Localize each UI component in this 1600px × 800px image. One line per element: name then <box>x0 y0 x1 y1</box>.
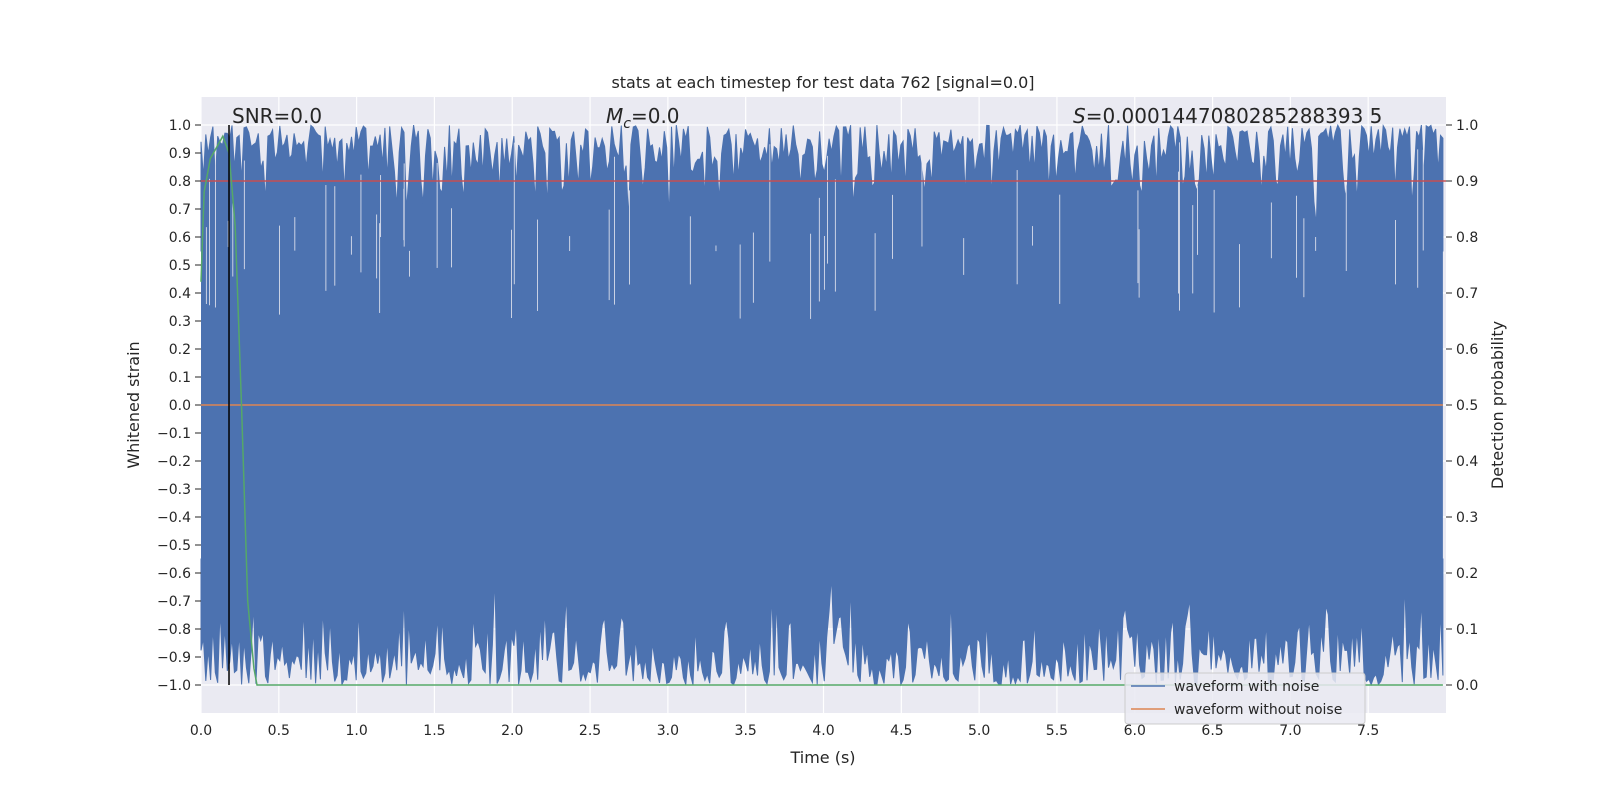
y-tick-label: −0.6 <box>157 566 191 582</box>
x-tick-label: 6.5 <box>1201 723 1223 739</box>
y2-tick-label: 0.7 <box>1456 286 1478 302</box>
axis-ticks: 0.0 0.5 1.0 1.5 2.0 2.5 3.0 3.5 4.0 4.5 5.0 5.5 6.0 6… <box>157 118 1478 739</box>
x-axis-label: Time (s) <box>789 748 855 767</box>
chirp-mass-symbol: M <box>606 104 623 128</box>
y-axis-label: Whitened strain <box>124 341 143 468</box>
y-tick-label: 0.2 <box>169 342 191 358</box>
x-tick-label: 7.5 <box>1357 723 1379 739</box>
y2-tick-label: 0.0 <box>1456 678 1478 694</box>
x-tick-label: 4.0 <box>812 723 834 739</box>
chart-title: stats at each timestep for test data 762… <box>611 73 1034 92</box>
chirp-mass-subscript: c <box>623 116 631 132</box>
legend: waveform with noise waveform without noi… <box>1124 672 1366 725</box>
noise-lower-envelope <box>200 558 1444 687</box>
y-tick-label: 0.4 <box>169 286 191 302</box>
y-tick-label: 0.7 <box>169 202 191 218</box>
noise-upper-envelope <box>200 123 1444 252</box>
series-detection-probability <box>200 134 1443 686</box>
y-tick-label: −0.5 <box>157 538 191 554</box>
y2-tick-label: 0.2 <box>1456 566 1478 582</box>
s-symbol: S <box>1073 104 1086 128</box>
legend-box <box>1124 672 1366 725</box>
y-tick-label: 0.6 <box>169 230 191 246</box>
x-tick-label: 2.0 <box>501 723 523 739</box>
y2-tick-label: 0.6 <box>1456 342 1478 358</box>
y-tick-label: 0.5 <box>169 258 191 274</box>
y2-tick-label: 0.8 <box>1456 230 1478 246</box>
chirp-mass-value: =0.0 <box>631 104 680 128</box>
y-tick-label: −0.8 <box>157 622 191 638</box>
y-tick-label: 0.0 <box>169 398 191 414</box>
y2-axis-label: Detection probability <box>1488 321 1507 489</box>
x-tick-label: 5.0 <box>968 723 990 739</box>
x-tick-label: 0.0 <box>190 723 212 739</box>
x-tick-label: 1.0 <box>345 723 367 739</box>
legend-label-with-noise: waveform with noise <box>1174 679 1319 695</box>
x-tick-label: 3.0 <box>657 723 679 739</box>
x-tick-label: 2.5 <box>579 723 601 739</box>
y-tick-label: −0.2 <box>157 454 191 470</box>
y2-tick-label: 0.5 <box>1456 398 1478 414</box>
y-tick-label: 0.3 <box>169 314 191 330</box>
x-tick-label: 4.5 <box>890 723 912 739</box>
x-tick-label: 6.0 <box>1124 723 1146 739</box>
x-tick-label: 1.5 <box>423 723 445 739</box>
y-tick-label: −0.1 <box>157 426 191 442</box>
y2-tick-label: 0.1 <box>1456 622 1478 638</box>
chirp-mass-annotation: Mc=0.0 <box>606 104 680 132</box>
s-annotation: S=0.0001447080285288393 5 <box>1073 104 1382 128</box>
y-tick-label: −0.9 <box>157 650 191 666</box>
s-value: =0.0001447080285288393 5 <box>1086 104 1383 128</box>
y-tick-label: −0.4 <box>157 510 191 526</box>
x-tick-label: 0.5 <box>268 723 290 739</box>
legend-label-without-noise: waveform without noise <box>1174 702 1342 718</box>
snr-annotation: SNR=0.0 <box>232 104 322 128</box>
y-tick-label: 0.8 <box>169 174 191 190</box>
y-tick-label: −0.7 <box>157 594 191 610</box>
y-tick-label: −0.3 <box>157 482 191 498</box>
y2-tick-label: 0.9 <box>1456 174 1478 190</box>
y2-tick-label: 0.4 <box>1456 454 1478 470</box>
y-tick-label: −1.0 <box>157 678 191 694</box>
y2-tick-label: 0.3 <box>1456 510 1478 526</box>
x-tick-label: 3.5 <box>735 723 757 739</box>
y-tick-label: 0.9 <box>169 146 191 162</box>
x-tick-label: 5.5 <box>1046 723 1068 739</box>
y2-tick-label: 1.0 <box>1456 118 1478 134</box>
series-lines <box>200 125 1446 686</box>
y-tick-label: 1.0 <box>169 118 191 134</box>
x-tick-label: 7.0 <box>1279 723 1301 739</box>
y-tick-label: 0.1 <box>169 370 191 386</box>
